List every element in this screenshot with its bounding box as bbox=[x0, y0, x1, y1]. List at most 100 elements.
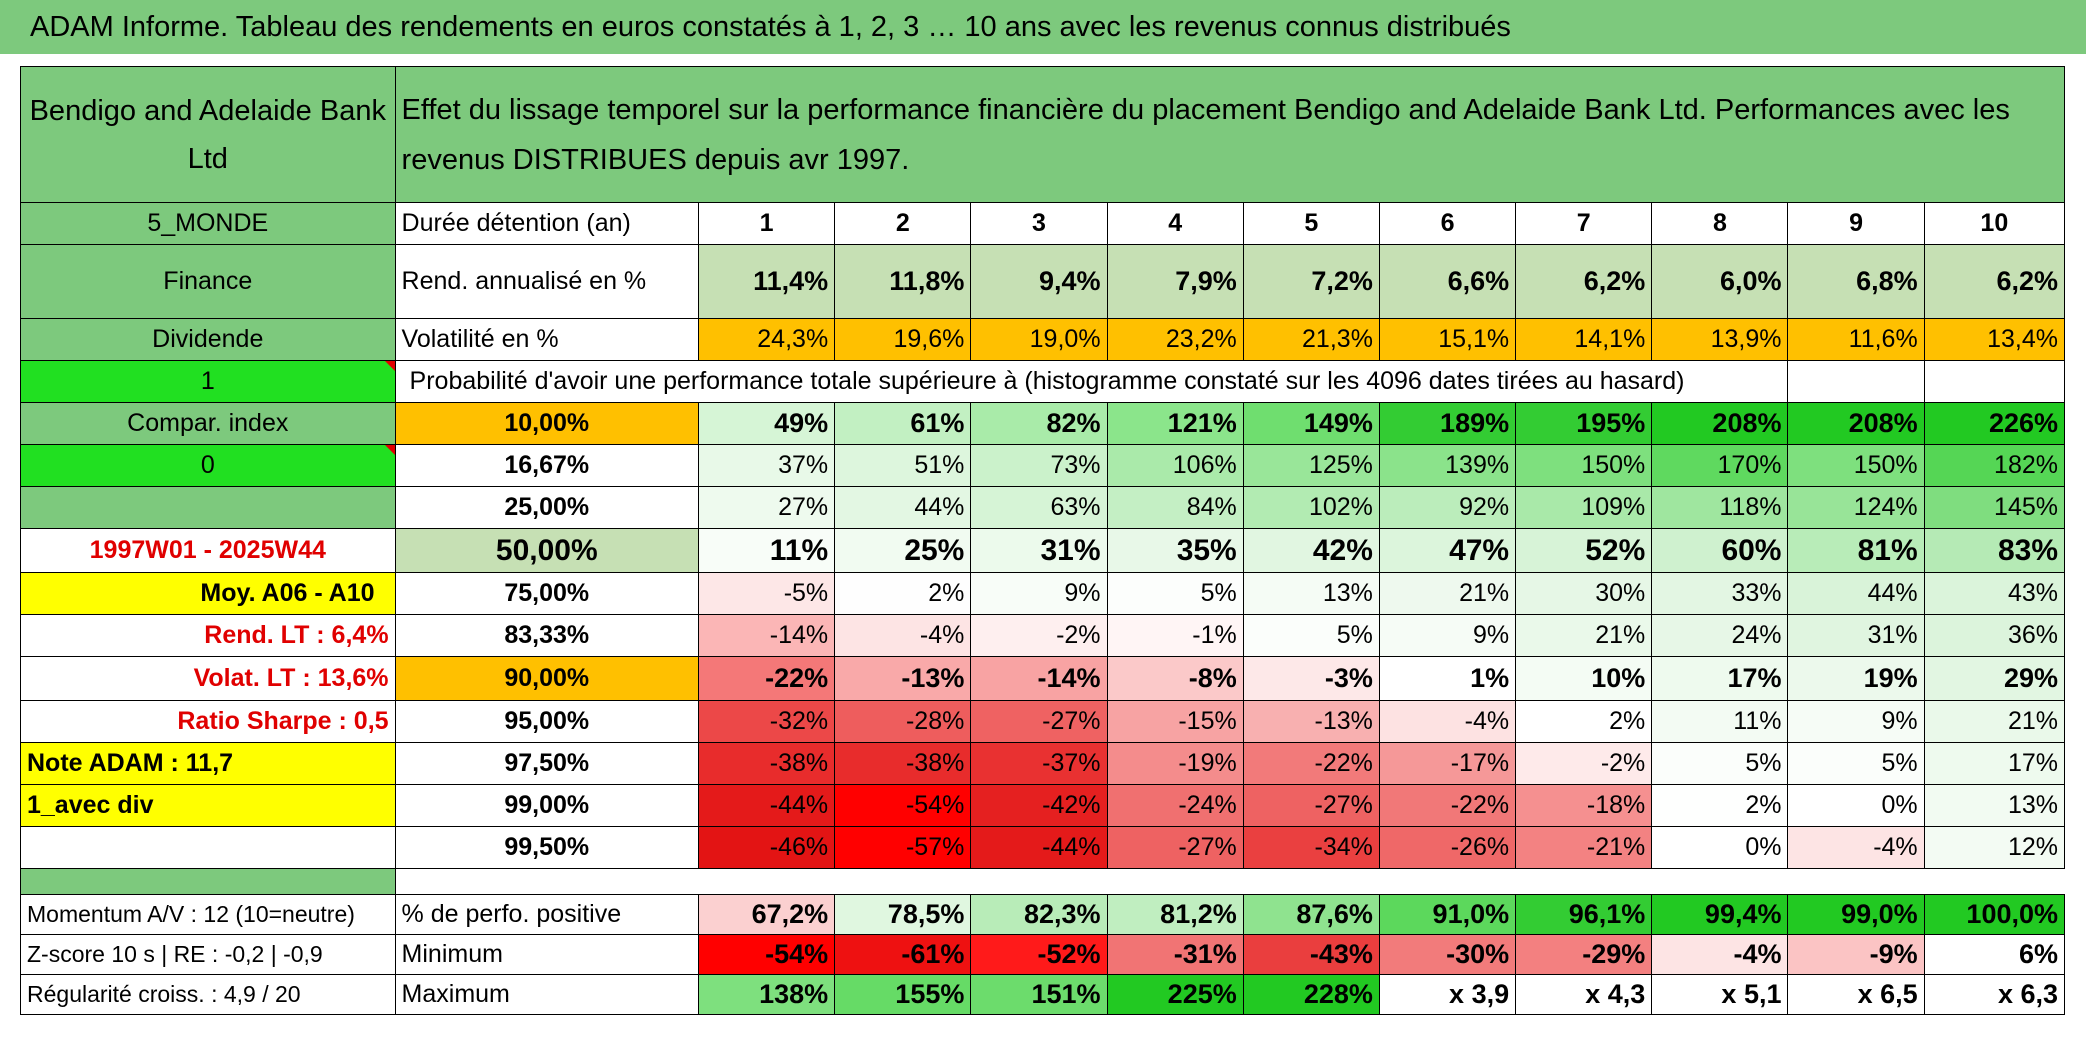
performance-table: Bendigo and Adelaide Bank Ltd Effet du l… bbox=[20, 66, 2066, 1015]
percentile-value-cell: 150% bbox=[1787, 444, 1925, 487]
minimum-cell: -54% bbox=[697, 934, 836, 975]
region-label: 5_MONDE bbox=[20, 202, 396, 245]
percentile-value-cell: 118% bbox=[1651, 486, 1789, 529]
positive-perf-cell: 87,6% bbox=[1242, 894, 1380, 935]
percentile-value-cell: 124% bbox=[1787, 486, 1925, 529]
percentile-value-cell: 29% bbox=[1923, 656, 2066, 701]
percentile-value-cell: 11% bbox=[1651, 700, 1789, 743]
annualized-return-cell: 6,2% bbox=[1923, 244, 2066, 319]
volatility-cell: 11,6% bbox=[1787, 318, 1925, 361]
percentile-value-cell: 106% bbox=[1106, 444, 1244, 487]
regularity-label: Régularité croiss. : 4,9 / 20 bbox=[20, 974, 396, 1015]
annualized-return-cell: 11,8% bbox=[834, 244, 972, 319]
percentile-value-cell: -13% bbox=[1242, 700, 1380, 743]
annualized-return-cell: 6,0% bbox=[1651, 244, 1789, 319]
year-header: 5 bbox=[1242, 202, 1380, 245]
percentile-value-cell: 13% bbox=[1242, 572, 1380, 615]
percentile-value-cell: -24% bbox=[1106, 784, 1244, 827]
percentile-value-cell: 82% bbox=[970, 402, 1108, 445]
percentile-value-cell: 17% bbox=[1923, 742, 2066, 785]
percentile-label: 25,00% bbox=[394, 486, 699, 529]
percentile-value-cell: -28% bbox=[834, 700, 972, 743]
percentile-value-cell: 195% bbox=[1515, 402, 1653, 445]
percentile-value-cell: 25% bbox=[834, 528, 972, 573]
percentile-value-cell: 2% bbox=[1651, 784, 1789, 827]
report-title: ADAM Informe. Tableau des rendements en … bbox=[0, 0, 2086, 54]
flag-zero: 0 bbox=[20, 444, 396, 487]
percentile-label: 50,00% bbox=[394, 528, 699, 573]
percentile-value-cell: 121% bbox=[1106, 402, 1244, 445]
annualized-return-cell: 6,2% bbox=[1515, 244, 1653, 319]
adam-note: Note ADAM : 11,7 bbox=[20, 742, 396, 785]
percentile-value-cell: -13% bbox=[834, 656, 972, 701]
percentile-value-cell: -42% bbox=[970, 784, 1108, 827]
percentile-value-cell: 51% bbox=[834, 444, 972, 487]
percentile-value-cell: 52% bbox=[1515, 528, 1653, 573]
percentile-value-cell: 42% bbox=[1242, 528, 1380, 573]
percentile-value-cell: -5% bbox=[697, 572, 836, 615]
probability-caption: Probabilité d'avoir une performance tota… bbox=[394, 360, 1789, 403]
percentile-value-cell: 150% bbox=[1515, 444, 1653, 487]
maximum-cell: 228% bbox=[1242, 974, 1380, 1015]
percentile-value-cell: -3% bbox=[1242, 656, 1380, 701]
percentile-value-cell: 17% bbox=[1651, 656, 1789, 701]
percentile-value-cell: 35% bbox=[1106, 528, 1244, 573]
percentile-value-cell: 5% bbox=[1106, 572, 1244, 615]
volatility-cell: 13,4% bbox=[1923, 318, 2066, 361]
sector-label: Finance bbox=[20, 244, 396, 319]
percentile-value-cell: -4% bbox=[1787, 826, 1925, 869]
percentile-label: 99,50% bbox=[394, 826, 699, 869]
percentile-value-cell: 21% bbox=[1923, 700, 2066, 743]
annualized-return-cell: 7,2% bbox=[1242, 244, 1380, 319]
minimum-cell: -30% bbox=[1378, 934, 1517, 975]
maximum-cell: 155% bbox=[834, 974, 972, 1015]
positive-perf-cell: 99,4% bbox=[1651, 894, 1789, 935]
percentile-value-cell: 208% bbox=[1787, 402, 1925, 445]
percentile-value-cell: -14% bbox=[970, 656, 1108, 701]
volatility-cell: 21,3% bbox=[1242, 318, 1380, 361]
long-term-return: Rend. LT : 6,4% bbox=[20, 614, 396, 657]
percentile-value-cell: 2% bbox=[834, 572, 972, 615]
percentile-value-cell: -14% bbox=[697, 614, 836, 657]
zscore-label: Z-score 10 s | RE : -0,2 | -0,9 bbox=[20, 934, 396, 975]
period-label: 1997W01 - 2025W44 bbox=[20, 528, 396, 573]
minimum-cell: 6% bbox=[1923, 934, 2066, 975]
positive-perf-cell: 82,3% bbox=[970, 894, 1108, 935]
percentile-value-cell: -22% bbox=[697, 656, 836, 701]
volatility-cell: 19,6% bbox=[834, 318, 972, 361]
percentile-value-cell: 109% bbox=[1515, 486, 1653, 529]
annualized-return-cell: 6,6% bbox=[1378, 244, 1517, 319]
percentile-value-cell: 31% bbox=[1787, 614, 1925, 657]
percentile-value-cell: -22% bbox=[1378, 784, 1517, 827]
percentile-value-cell: -2% bbox=[1515, 742, 1653, 785]
annualized-return-cell: 6,8% bbox=[1787, 244, 1925, 319]
percentile-value-cell: -44% bbox=[697, 784, 836, 827]
percentile-value-cell: -37% bbox=[970, 742, 1108, 785]
percentile-value-cell: 5% bbox=[1787, 742, 1925, 785]
percentile-value-cell: 63% bbox=[970, 486, 1108, 529]
percentile-value-cell: 102% bbox=[1242, 486, 1380, 529]
flag-one: 1 bbox=[20, 360, 396, 403]
percentile-value-cell: -26% bbox=[1378, 826, 1517, 869]
year-header: 7 bbox=[1515, 202, 1653, 245]
asset-name: Bendigo and Adelaide Bank Ltd bbox=[20, 66, 396, 203]
percentile-value-cell: 2% bbox=[1515, 700, 1653, 743]
year-header: 6 bbox=[1378, 202, 1517, 245]
percentile-value-cell: 189% bbox=[1378, 402, 1517, 445]
minimum-cell: -4% bbox=[1651, 934, 1789, 975]
percentile-value-cell: -19% bbox=[1106, 742, 1244, 785]
volatility-cell: 19,0% bbox=[970, 318, 1108, 361]
compar-index-label: Compar. index bbox=[20, 402, 396, 445]
percentile-value-cell: -54% bbox=[834, 784, 972, 827]
percentile-value-cell: 5% bbox=[1651, 742, 1789, 785]
percentile-value-cell: -57% bbox=[834, 826, 972, 869]
minimum-cell: -43% bbox=[1242, 934, 1380, 975]
percentile-value-cell: 30% bbox=[1515, 572, 1653, 615]
percentile-value-cell: 9% bbox=[970, 572, 1108, 615]
percentile-value-cell: 5% bbox=[1242, 614, 1380, 657]
percentile-value-cell: 11% bbox=[697, 528, 836, 573]
percentile-value-cell: -4% bbox=[834, 614, 972, 657]
blank-green-cell bbox=[20, 486, 396, 529]
annualized-return-label: Rend. annualisé en % bbox=[394, 244, 699, 319]
percentile-value-cell: -17% bbox=[1378, 742, 1517, 785]
